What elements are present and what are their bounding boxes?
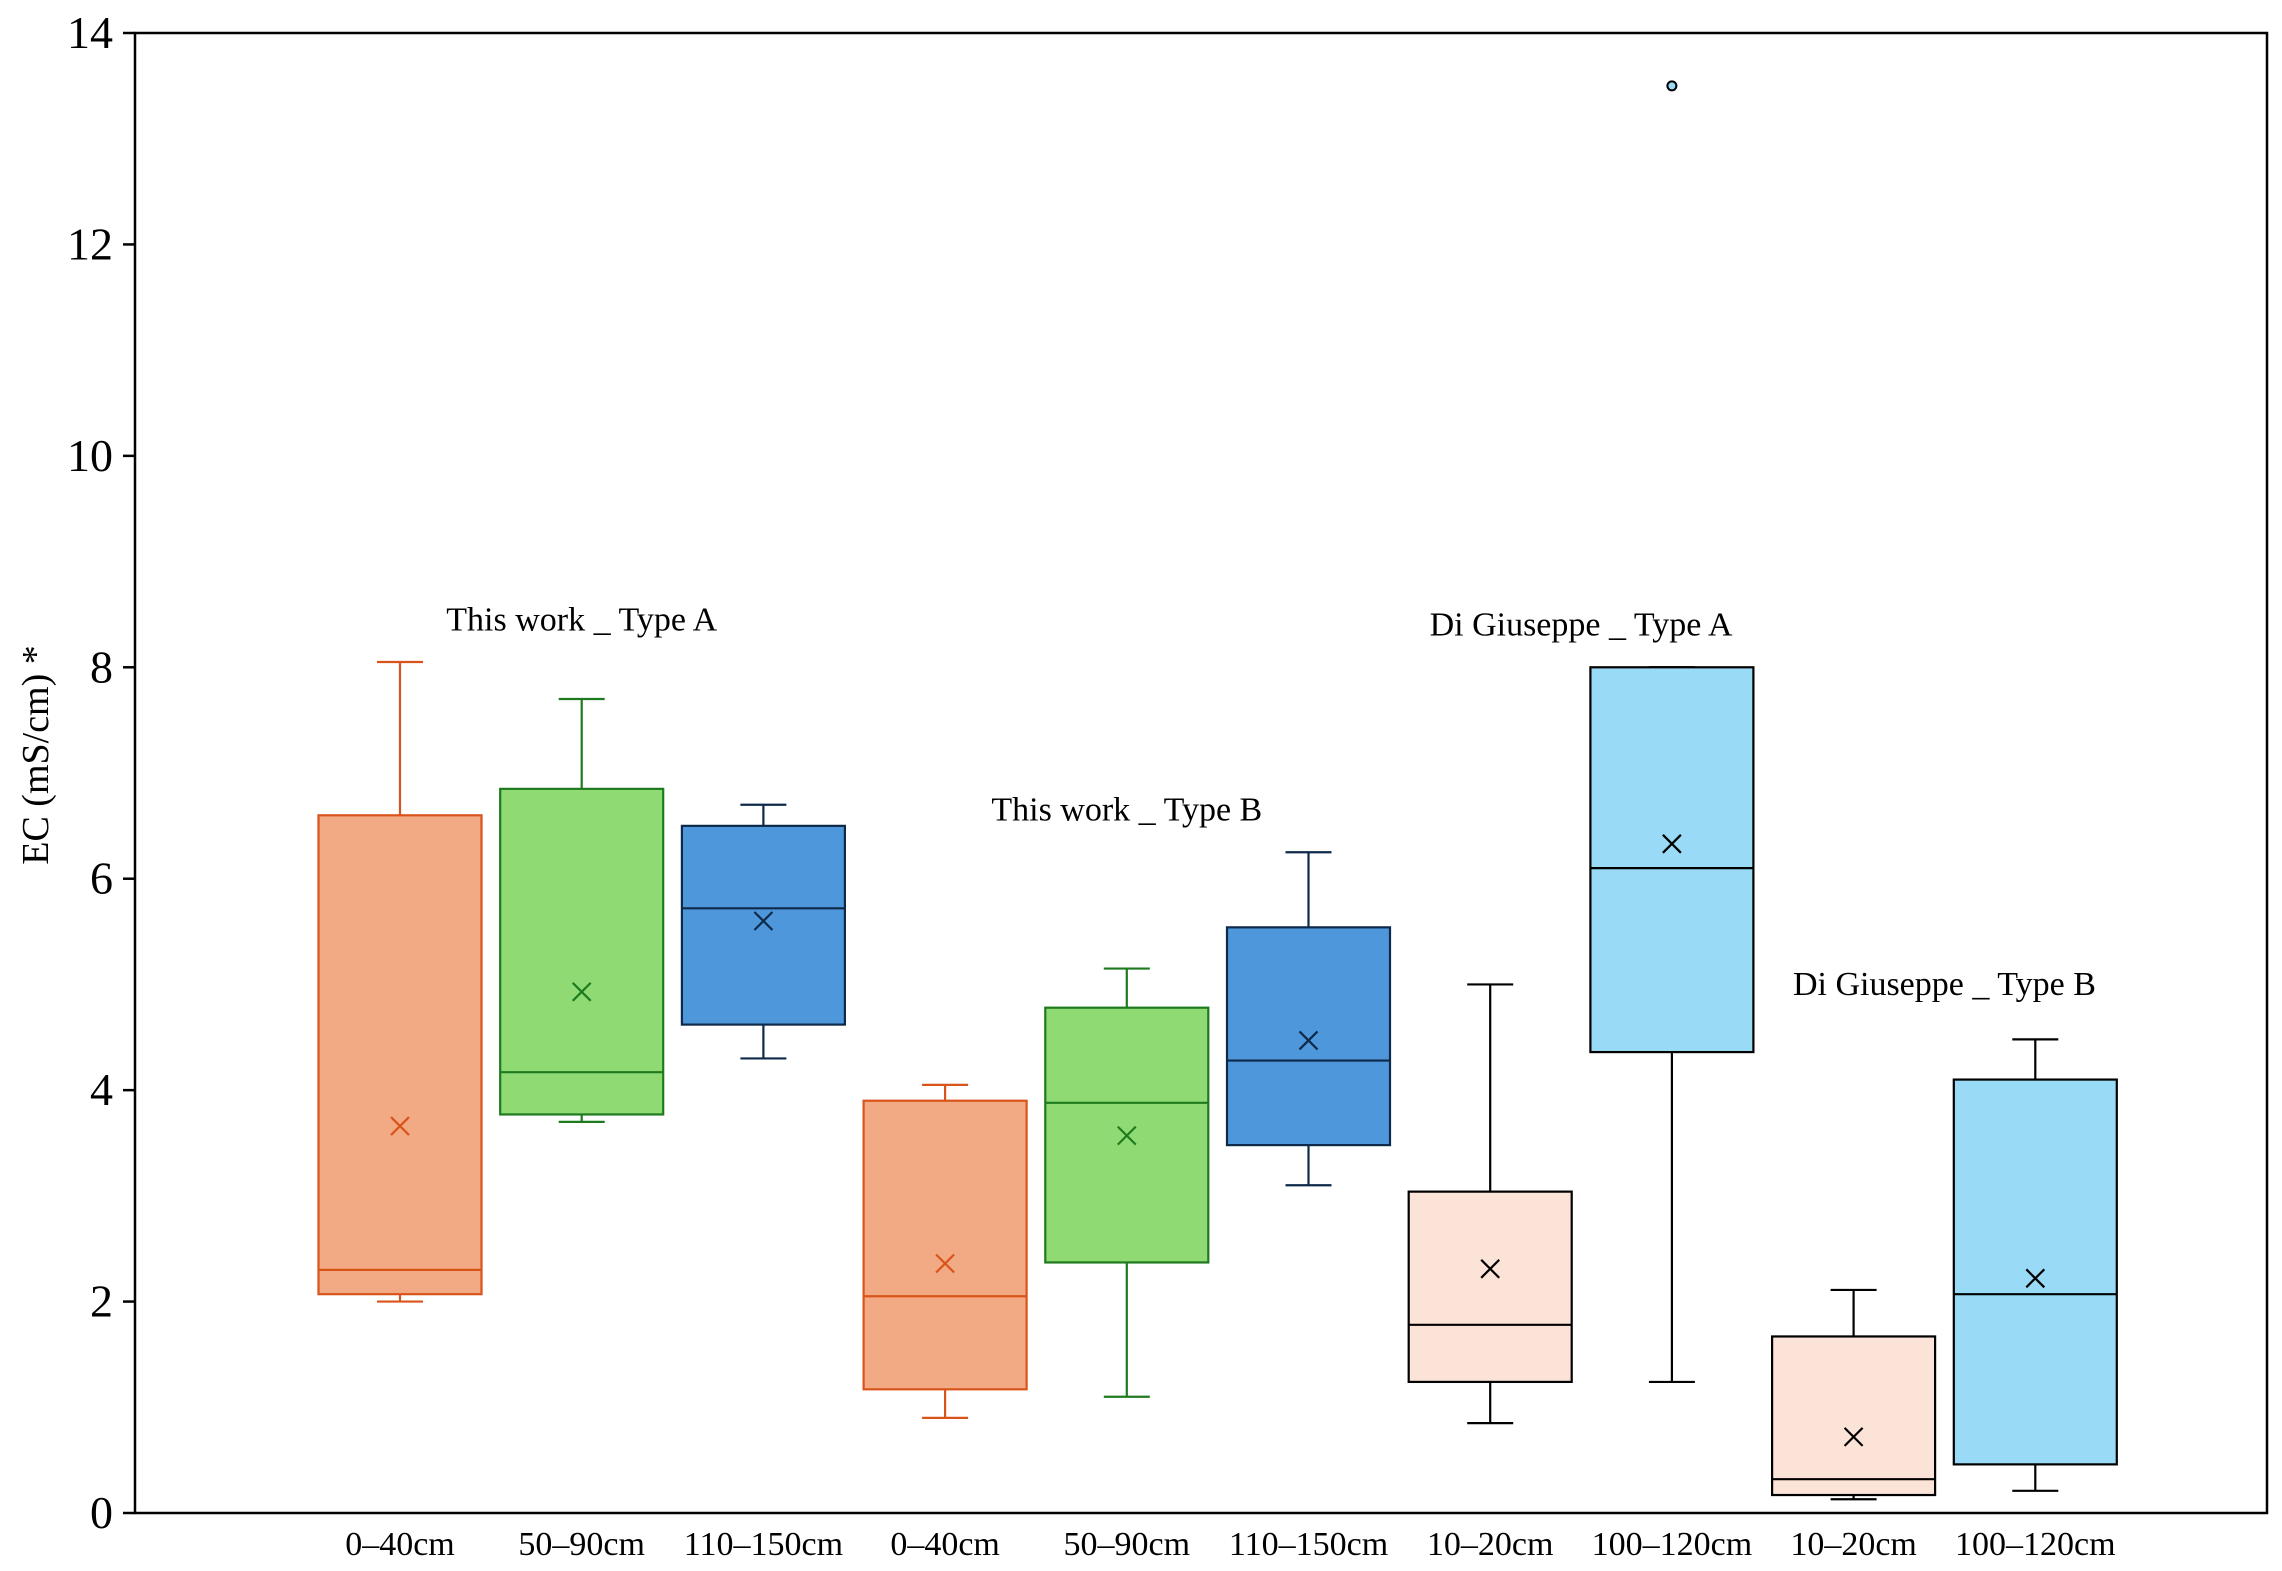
outlier-point [1666, 80, 1678, 92]
mean-marker [935, 1253, 955, 1274]
y-tick-label: 10 [67, 430, 113, 481]
plot-frame [133, 31, 2269, 1515]
mean-marker-stroke [753, 911, 774, 931]
mean-marker-stroke [1298, 1030, 1319, 1051]
y-tick-label: 12 [67, 218, 113, 269]
x-category-label: 10–20cm [1790, 1526, 1917, 1563]
x-category-label: 110–150cm [684, 1526, 843, 1563]
box-10 [1952, 1038, 2118, 1492]
mean-marker-stroke [1480, 1259, 1500, 1279]
box-3 [680, 803, 847, 1060]
iqr-box [1770, 1335, 1937, 1497]
iqr-box [1952, 1078, 2118, 1466]
mean-marker-stroke [390, 1116, 410, 1136]
x-category-label: 100–120cm [1955, 1526, 2116, 1563]
iqr-box [1225, 926, 1392, 1147]
group-annotation: Di Giuseppe _ Type A [1430, 607, 1733, 644]
box-6 [1225, 851, 1392, 1187]
iqr-box [1407, 1190, 1573, 1384]
box-1 [317, 660, 483, 1303]
mean-marker [1298, 1030, 1319, 1051]
y-tick-label: 14 [67, 7, 113, 58]
group-annotations: This work _ Type A This work _ Type B Di G… [446, 601, 2096, 1003]
iqr-box [1589, 666, 1755, 1054]
y-tick-label: 6 [90, 853, 113, 904]
x-axis-labels: 0–40cm 50–90cm 110–150cm 0–40cm 50–90cm 110–1… [345, 1526, 2115, 1563]
x-category-label: 0–40cm [345, 1526, 455, 1563]
y-axis: 0 2 4 6 8 10 12 14 [67, 7, 135, 1538]
mean-marker-stroke [1117, 1125, 1137, 1146]
x-category-label: 50–90cm [518, 1526, 645, 1563]
iqr-box [862, 1099, 1028, 1391]
box-4 [862, 1083, 1028, 1419]
box-2 [499, 697, 665, 1123]
box-8 [1589, 80, 1755, 1384]
mean-marker-stroke [1843, 1427, 1864, 1447]
mean-marker-stroke [1662, 834, 1682, 854]
x-category-label: 10–20cm [1427, 1526, 1554, 1563]
mean-marker [571, 982, 592, 1002]
box-5 [1044, 967, 1210, 1398]
y-tick-label: 4 [90, 1064, 113, 1115]
mean-marker [390, 1116, 410, 1136]
box-7 [1407, 983, 1573, 1425]
x-category-label: 50–90cm [1064, 1526, 1191, 1563]
group-annotation: This work _ Type A [446, 601, 717, 638]
mean-marker [2025, 1268, 2046, 1289]
x-category-label: 110–150cm [1229, 1526, 1388, 1563]
mean-marker-stroke [935, 1253, 955, 1274]
y-tick-label: 2 [90, 1276, 113, 1327]
y-tick-label: 8 [90, 641, 113, 692]
box-series [317, 80, 2118, 1501]
group-annotation: Di Giuseppe _ Type B [1793, 966, 2096, 1003]
y-axis-title: EC (mS/cm) * [15, 645, 57, 865]
mean-marker [1117, 1125, 1137, 1146]
mean-marker [753, 911, 774, 931]
x-category-label: 100–120cm [1592, 1526, 1753, 1563]
group-annotation: This work _ Type B [991, 792, 1262, 829]
iqr-box [499, 787, 665, 1116]
mean-marker-stroke [571, 982, 592, 1002]
x-category-label: 0–40cm [890, 1526, 1000, 1563]
box-9 [1770, 1288, 1937, 1501]
mean-marker-stroke [2025, 1268, 2046, 1289]
y-tick-label: 0 [90, 1487, 113, 1538]
iqr-box [317, 814, 483, 1296]
mean-marker [1843, 1427, 1864, 1447]
mean-marker [1480, 1259, 1500, 1279]
mean-marker [1662, 834, 1682, 854]
iqr-box [680, 824, 847, 1026]
